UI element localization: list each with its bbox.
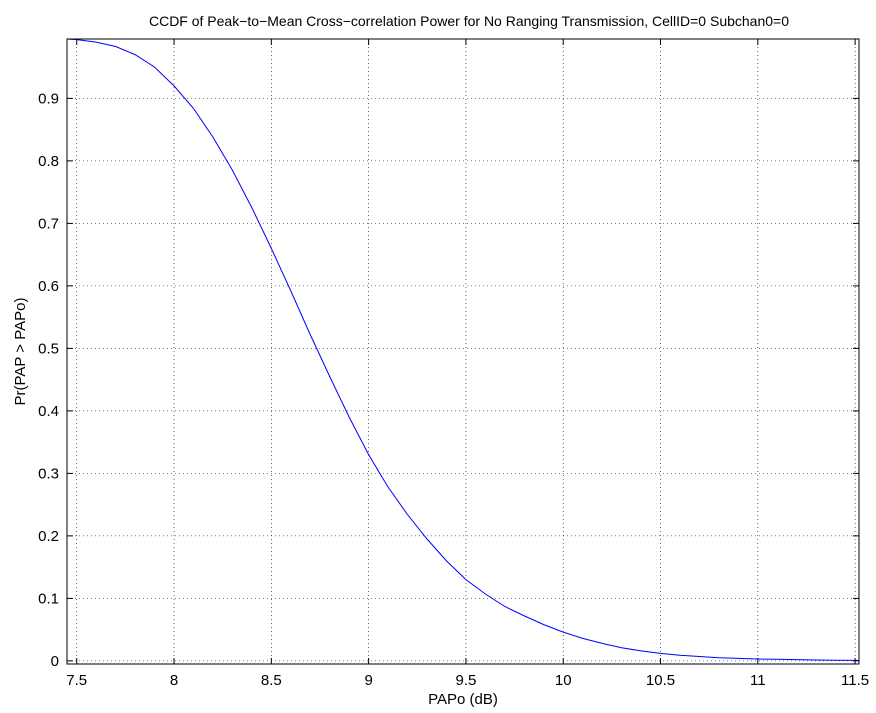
y-tick-label: 0.6 (38, 278, 59, 295)
y-tick-label: 0.8 (38, 153, 59, 170)
plot-area (67, 39, 859, 664)
x-tick-label: 9.5 (455, 672, 476, 689)
y-tick-label: 0.4 (38, 403, 59, 420)
y-tick-labels: 0 0.1 0.2 0.3 0.4 0.5 0.6 0.7 0.8 0.9 (38, 90, 59, 670)
x-tick-label: 11 (750, 672, 766, 689)
grid-lines (67, 39, 859, 664)
y-tick-label: 0.7 (38, 215, 59, 232)
ccdf-line (66, 38, 860, 661)
x-tick-label: 11.5 (841, 672, 869, 689)
x-tick-label: 9 (364, 672, 372, 689)
y-tick-label: 0.1 (38, 590, 59, 607)
y-tick-label: 0.3 (38, 465, 59, 482)
y-axis-label: Pr(PAP > PAPo) (12, 298, 29, 406)
y-tick-label: 0 (51, 653, 59, 670)
chart-title: CCDF of Peak−to−Mean Cross−correlation P… (149, 13, 789, 29)
y-tick-label: 0.9 (38, 90, 59, 107)
x-tick-labels: 7.5 8 8.5 9 9.5 10 10.5 11 11.5 (66, 672, 869, 689)
x-tick-label: 7.5 (66, 672, 87, 689)
x-tick-label: 10 (555, 672, 572, 689)
y-tick-label: 0.2 (38, 528, 59, 545)
x-axis-label: PAPo (dB) (428, 691, 498, 708)
x-tick-label: 10.5 (646, 672, 675, 689)
plot-frame (66, 38, 860, 665)
y-tick-label: 0.5 (38, 340, 59, 357)
x-tick-label: 8 (170, 672, 178, 689)
x-tick-label: 8.5 (261, 672, 282, 689)
axis-ticks (67, 39, 859, 664)
